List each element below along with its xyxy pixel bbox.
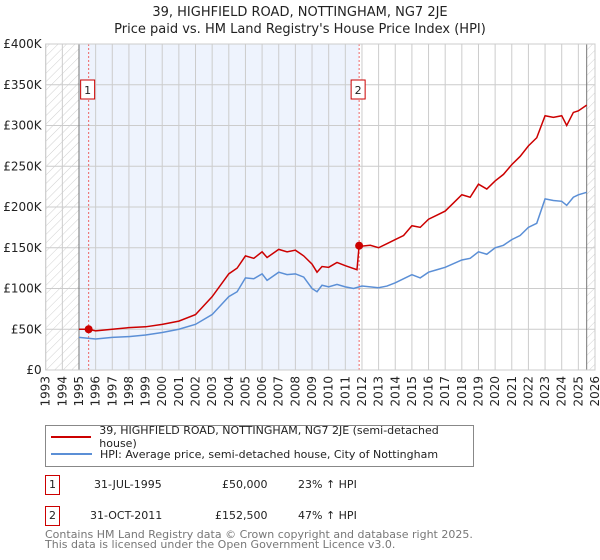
x-tick-label: 2026: [588, 376, 600, 407]
x-tick-label: 2013: [372, 376, 386, 407]
footer-line: Contains HM Land Registry data © Crown c…: [45, 528, 473, 541]
x-tick-label: 2022: [521, 376, 535, 407]
transaction-price: £152,500: [215, 509, 268, 522]
transaction-date: 31-JUL-1995: [94, 478, 162, 491]
x-tick-label: 2018: [455, 376, 469, 407]
y-tick-label: £0: [26, 363, 41, 377]
sale-point: [84, 325, 93, 334]
x-tick-label: 2003: [205, 376, 219, 407]
x-tick-label: 1995: [72, 376, 86, 407]
legend-label: HPI: Average price, semi-detached house,…: [100, 447, 439, 461]
x-tick-label: 2017: [438, 376, 452, 407]
y-tick-label: £400K: [3, 37, 43, 51]
transaction-hpi: 23% ↑ HPI: [298, 478, 357, 491]
price-chart: 1993 1994 1995 1996 1997 1998 1999 2000 2001 2002…: [3, 37, 600, 407]
sale-label: 1: [84, 84, 91, 97]
y-tick-label: £50K: [11, 322, 43, 336]
x-tick-label: 2023: [538, 376, 552, 407]
transaction-row: 2 31-OCT-2011 £152,500 47% ↑ HPI: [45, 506, 485, 526]
legend-swatch-blue: [51, 453, 92, 455]
transaction-row: 1 31-JUL-1995 £50,000 23% ↑ HPI: [45, 475, 485, 495]
x-tick-label: 2009: [305, 376, 319, 407]
y-tick-label: £300K: [3, 119, 43, 133]
x-tick-label: 1996: [89, 376, 103, 407]
x-tick-label: 2024: [555, 376, 569, 407]
legend-swatch-red: [51, 436, 92, 438]
x-tick-label: 2011: [338, 376, 352, 407]
x-tick-label: 2008: [288, 376, 302, 407]
chart-title: 39, HIGHFIELD ROAD, NOTTINGHAM, NG7 2JE: [152, 5, 448, 20]
x-tick-label: 2000: [155, 376, 169, 407]
x-tick-label: 1999: [139, 376, 153, 407]
legend-item-hpi: HPI: Average price, semi-detached house,…: [46, 446, 438, 462]
transaction-badge: 2: [45, 506, 60, 526]
x-tick-label: 2019: [471, 376, 485, 407]
legend: 39, HIGHFIELD ROAD, NOTTINGHAM, NG7 2JE …: [45, 424, 474, 467]
legend-label: 39, HIGHFIELD ROAD, NOTTINGHAM, NG7 2JE …: [99, 424, 439, 450]
x-tick-label: 1993: [39, 376, 53, 407]
y-tick-label: £100K: [3, 282, 43, 296]
footer-line: This data is licensed under the Open Gov…: [45, 538, 396, 551]
x-tick-label: 2014: [388, 376, 402, 407]
transaction-date: 31-OCT-2011: [90, 509, 163, 522]
sale-point: [355, 241, 364, 250]
y-tick-label: £200K: [3, 200, 43, 214]
x-tick-label: 1997: [105, 376, 119, 407]
x-tick-label: 1994: [55, 376, 69, 407]
y-tick-label: £350K: [3, 78, 43, 92]
transaction-price: £50,000: [222, 478, 268, 491]
x-tick-label: 2015: [405, 376, 419, 407]
x-tick-label: 2006: [255, 376, 269, 407]
chart-subtitle: Price paid vs. HM Land Registry's House …: [114, 22, 486, 37]
x-tick-label: 2016: [422, 376, 436, 407]
hpi-series-line: [78, 191, 587, 340]
plot-border: [45, 43, 596, 371]
transaction-badge: 1: [45, 475, 60, 495]
x-tick-label: 2025: [571, 376, 585, 407]
x-tick-label: 2010: [322, 376, 336, 407]
x-tick-label: 2020: [488, 376, 502, 407]
footer: Contains HM Land Registry data © Crown c…: [45, 528, 473, 551]
x-tick-label: 2021: [505, 376, 519, 407]
x-tick-label: 1998: [122, 376, 136, 407]
transaction-hpi: 47% ↑ HPI: [298, 509, 357, 522]
legend-item-property: 39, HIGHFIELD ROAD, NOTTINGHAM, NG7 2JE …: [46, 424, 473, 450]
y-tick-label: £150K: [3, 241, 43, 255]
x-tick-label: 2012: [355, 376, 369, 407]
x-tick-label: 2004: [222, 376, 236, 407]
sale-label-box: [350, 79, 366, 100]
x-tick-label: 2001: [172, 376, 186, 407]
sale-label: 2: [355, 84, 362, 97]
x-tick-label: 2002: [189, 376, 203, 407]
sale-label-box: [80, 79, 96, 100]
x-tick-label: 2007: [272, 376, 286, 407]
y-tick-label: £250K: [3, 159, 43, 173]
x-tick-label: 2005: [238, 376, 252, 407]
